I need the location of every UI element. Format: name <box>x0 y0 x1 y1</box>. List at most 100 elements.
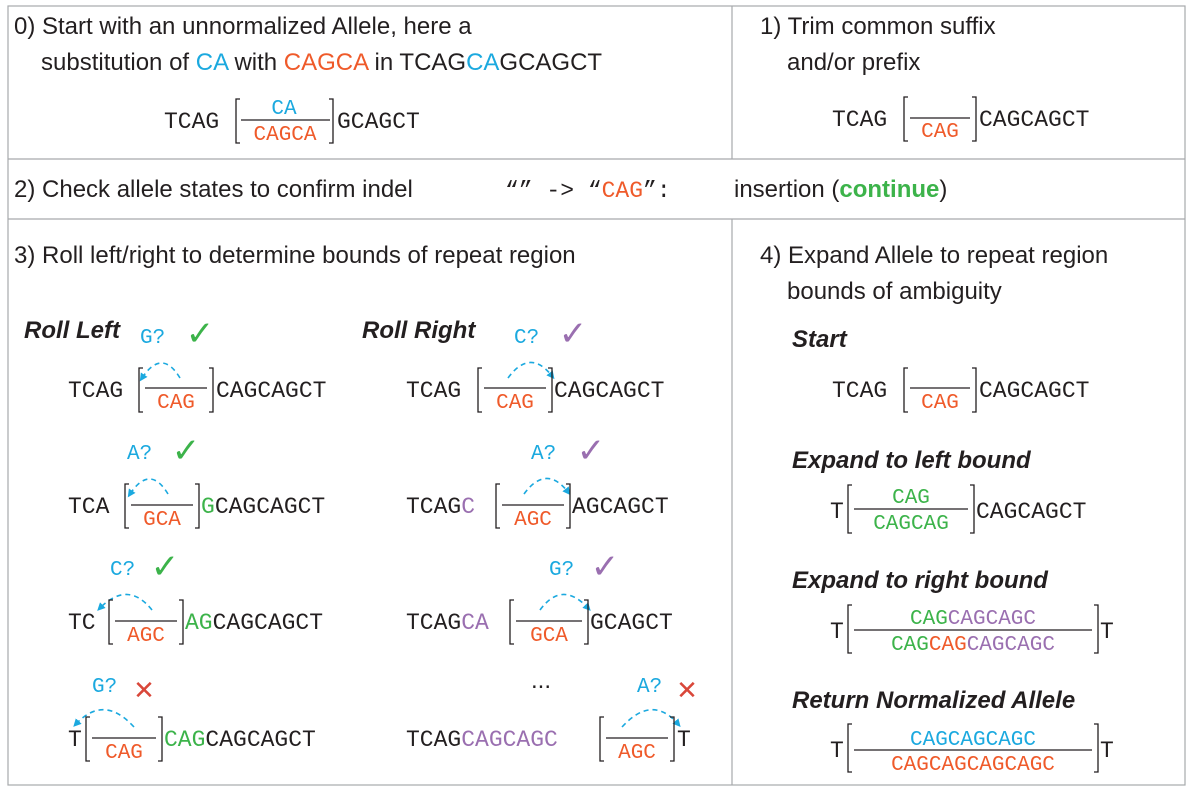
query-base: G? <box>140 327 165 350</box>
bracket-right <box>972 96 977 142</box>
panel-2-check: 2) Check allele states to confirm indel … <box>14 176 947 204</box>
roll-arrow <box>73 708 135 728</box>
query-base: A? <box>127 443 152 466</box>
seq-left: TCAG <box>406 378 461 404</box>
alt-allele: AGC <box>127 625 165 648</box>
allele-states: “” -> “CAG”: <box>505 178 671 204</box>
panel-4-heading: 4) Expand Allele to repeat region <box>760 242 1108 269</box>
bracket-right <box>158 716 163 762</box>
roll-left-row-3: C? ✓ TC AGC AGCAGCAGCT <box>68 547 323 648</box>
bracket-left <box>495 483 500 529</box>
bracket-right <box>195 483 200 529</box>
alt-allele: CAG <box>496 392 534 415</box>
roll-right-row-1: C? ✓ TCAG CAG CAGCAGCT <box>406 314 664 415</box>
bracket-left <box>138 367 143 413</box>
left-bound-allele: T CAG CAGCAG CAGCAGCT <box>830 484 1086 536</box>
bracket-right <box>1094 723 1099 773</box>
roll-right-row-2: A? ✓ TCAGC AGC AGCAGCT <box>406 431 669 532</box>
seq-left: TCAG <box>832 107 887 133</box>
bracket-left <box>85 716 90 762</box>
panel-4-expand: 4) Expand Allele to repeat region bounds… <box>760 242 1114 777</box>
seq-left: T <box>830 499 844 525</box>
seq-left: TCAG <box>164 109 219 135</box>
alt-allele: CAG <box>105 742 143 765</box>
check-icon: ✓ <box>172 431 201 471</box>
panel-1-allele: TCAG CAG CAGCAGCT <box>832 96 1089 144</box>
roll-arrow <box>97 593 153 611</box>
alt-allele: CAG <box>157 392 195 415</box>
bracket-left <box>108 599 113 645</box>
seq-left: TCAG <box>68 378 123 404</box>
bracket-left <box>903 367 908 413</box>
seq-right: CAGCAGCT <box>979 107 1089 133</box>
bracket-left <box>847 604 852 654</box>
bracket-left <box>847 484 852 534</box>
bracket-left <box>124 483 129 529</box>
roll-right-row-4: A? ✕ TCAGCAGCAGC AGC T <box>406 676 698 765</box>
bracket-left <box>509 599 514 645</box>
seq-right: AGCAGCAGCT <box>185 610 323 636</box>
start-allele: TCAG CAG CAGCAGCT <box>832 367 1089 415</box>
ref-allele: CAGCAGCAGC <box>910 729 1036 752</box>
roll-right-row-3: G? ✓ TCAGCA GCA GCAGCT <box>406 547 673 648</box>
seq-right: CAGCAGCT <box>554 378 664 404</box>
panel-0-start: 0) Start with an unnormalized Allele, he… <box>14 13 602 147</box>
normalized-allele: T CAGCAGCAGC CAGCAGCAGCAGC T <box>830 723 1114 777</box>
seq-right: CAGCAGCAGCT <box>164 727 316 753</box>
alt-allele: GCA <box>143 509 181 532</box>
panel-0-heading: 0) Start with an unnormalized Allele, he… <box>14 13 472 40</box>
cross-icon: ✕ <box>676 676 698 706</box>
roll-left-label: Roll Left <box>24 317 121 344</box>
seq-right: T <box>1100 619 1114 645</box>
roll-left-row-2: A? ✓ TCA GCA GCAGCAGCT <box>68 431 325 532</box>
check-icon: ✓ <box>577 431 606 471</box>
bracket-left <box>235 98 240 144</box>
seq-left: TC <box>68 610 96 636</box>
roll-arrow <box>539 593 591 611</box>
indel-result: insertion (continue) <box>734 176 947 203</box>
panel-4-subheading: bounds of ambiguity <box>787 278 1002 305</box>
panel-0-allele: TCAG CA CAGCA GCAGCT <box>164 98 420 147</box>
left-bound-label: Expand to left bound <box>792 447 1032 474</box>
seq-left: T <box>68 727 82 753</box>
check-icon: ✓ <box>186 314 215 354</box>
seq-left: TCAGCA <box>406 610 489 636</box>
bracket-right <box>584 599 589 645</box>
bracket-right <box>548 367 553 413</box>
bracket-left <box>477 367 482 413</box>
seq-right: T <box>677 727 691 753</box>
seq-left: TCAG <box>832 378 887 404</box>
roll-arrow <box>127 478 169 498</box>
ref-allele: CAG <box>892 487 930 510</box>
seq-left: TCAGCAGCAGC <box>406 727 558 753</box>
right-bound-label: Expand to right bound <box>792 567 1049 594</box>
alt-allele: CAGCAGCAGCAGC <box>891 634 1055 657</box>
seq-right: CAGCAGCT <box>976 499 1086 525</box>
query-base: G? <box>549 559 574 582</box>
seq-right: GCAGCAGCT <box>201 494 325 520</box>
alt-allele: CAG <box>921 121 959 144</box>
bracket-left <box>847 723 852 773</box>
roll-left-row-4: G? ✕ T CAG CAGCAGCAGCT <box>68 676 316 765</box>
query-base: A? <box>531 443 556 466</box>
roll-left-row-1: G? ✓ TCAG CAG CAGCAGCT <box>68 314 326 415</box>
seq-right: AGCAGCT <box>572 494 669 520</box>
bracket-right <box>179 599 184 645</box>
seq-right: T <box>1100 738 1114 764</box>
panel-1-heading: 1) Trim common suffix <box>760 13 996 40</box>
roll-arrow <box>139 362 181 382</box>
bracket-left <box>903 96 908 142</box>
panel-3-roll: 3) Roll left/right to determine bounds o… <box>14 242 698 765</box>
roll-arrow <box>621 708 681 728</box>
panel-2-heading: 2) Check allele states to confirm indel <box>14 176 413 203</box>
panel-1-trim: 1) Trim common suffix and/or prefix TCAG… <box>760 13 1089 144</box>
right-bound-allele: T CAGCAGCAGC CAGCAGCAGCAGC T <box>830 604 1114 657</box>
seq-left: T <box>830 738 844 764</box>
alt-allele: CAG <box>921 392 959 415</box>
seq-right: GCAGCT <box>590 610 673 636</box>
panel-0-subheading: substitution of CA with CAGCA in TCAGCAG… <box>41 49 602 76</box>
alt-allele: CAGCAGCAGCAGC <box>891 754 1055 777</box>
seq-right: CAGCAGCT <box>979 378 1089 404</box>
cross-icon: ✕ <box>133 676 155 706</box>
